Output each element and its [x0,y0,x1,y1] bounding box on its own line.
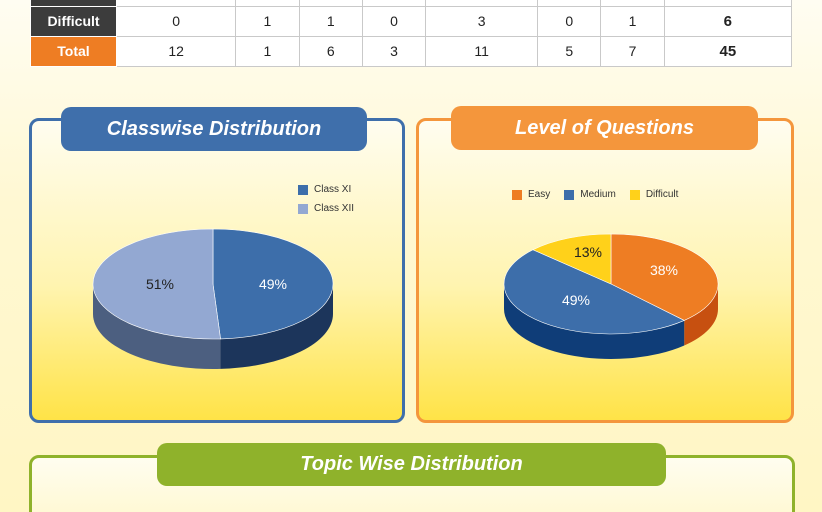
table-cell: 0 [115,5,237,37]
table-cell: 1 [235,35,300,67]
pie-side-medium [504,284,685,359]
pie-slice-medium [503,249,685,335]
table-cell: 1 [600,5,665,37]
table-row: Difficult 0 1 1 0 3 0 1 6 [30,5,793,37]
table-cell: 1 [298,5,363,37]
table-cell: 0 [537,5,602,37]
legend-label: Easy [528,189,551,200]
classwise-title: Classwise Distribution [61,107,367,151]
legend-swatch [298,184,308,195]
legend-item: Difficult [629,189,679,200]
table-cell: 7 [600,35,665,67]
pie-side-easy [684,284,718,346]
legend-item: Class XII [298,203,354,214]
table-cell: 0 [361,5,427,37]
topic-title: Topic Wise Distribution [157,443,666,486]
classwise-legend: Class XI Class XII [298,184,354,222]
classwise-panel [29,118,405,423]
pie-data-label: 38% [650,262,678,278]
pie-side-class-xii [93,284,221,369]
question-distribution-table: Difficult 0 1 1 0 3 0 1 6 Total 12 1 6 3 11 5 7 45 [30,0,793,67]
pie-data-label: 13% [574,244,602,260]
table-cell: 5 [537,35,602,67]
legend-swatch [564,189,575,200]
row-header: Difficult [30,5,117,37]
pie-slice-difficult [532,233,612,285]
row-total: 6 [663,5,793,37]
table-cell: 1 [235,5,300,37]
pie-data-label: 49% [562,292,590,308]
table-cell: 3 [361,35,427,67]
table-cell: 3 [425,5,539,37]
level-legend: Easy Medium Difficult [512,189,692,200]
legend-label: Medium [580,189,616,200]
pie-slice-easy [610,233,719,321]
table-cell: 11 [425,35,539,67]
pie-data-label: 51% [146,276,174,292]
level-title: Level of Questions [451,106,758,150]
table-row: Total 12 1 6 3 11 5 7 45 [30,35,793,67]
legend-label: Class XII [314,203,355,214]
legend-swatch [298,203,308,214]
pie-data-label: 49% [259,276,287,292]
pie-slice-class-xii [92,228,221,340]
table-cell: 12 [115,35,237,67]
legend-label: Difficult [645,189,679,200]
pie-slice-class-xi [212,228,334,340]
legend-label: Class XI [314,184,352,195]
legend-item: Class XI [298,184,354,195]
legend-swatch [512,189,522,200]
pie-side-class-xi [220,284,333,369]
table-cell: 6 [298,35,363,67]
legend-item: Medium [564,189,616,200]
row-total: 45 [663,35,793,67]
legend-swatch [629,189,640,200]
row-header: Total [30,35,117,67]
legend-item: Easy [512,189,550,200]
